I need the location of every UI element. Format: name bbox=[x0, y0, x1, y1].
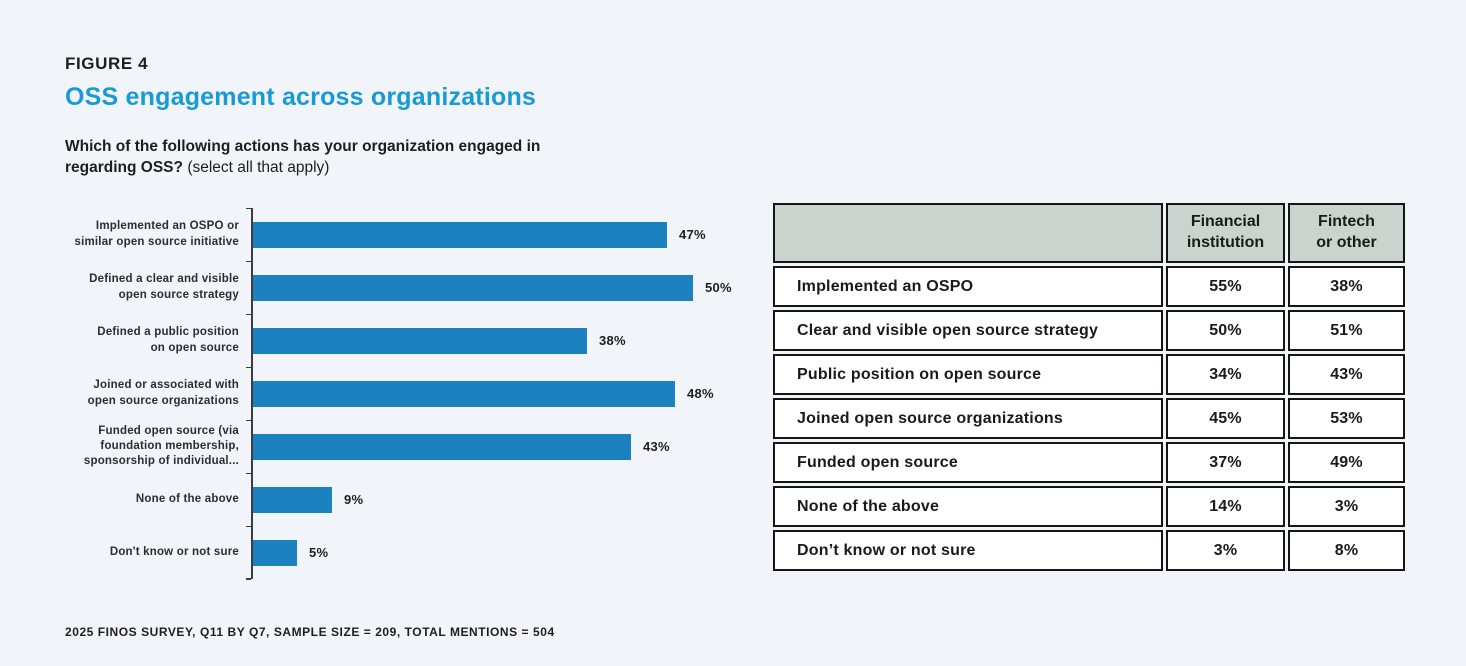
chart-bar-cell: 47% bbox=[246, 207, 765, 261]
table-cell-value: 49% bbox=[1288, 442, 1405, 483]
segment-comparison-table: Financial institution Fintech or other Im… bbox=[770, 200, 1408, 574]
chart-bar-cell: 5% bbox=[246, 525, 765, 580]
chart-bar bbox=[253, 221, 667, 248]
table-row-label: Don’t know or not sure bbox=[773, 530, 1163, 571]
chart-value-label: 38% bbox=[599, 333, 626, 348]
chart-bar bbox=[253, 486, 332, 513]
table-row-label: Funded open source bbox=[773, 442, 1163, 483]
table-column-header: Fintech or other bbox=[1288, 203, 1405, 263]
table-cell-value: 3% bbox=[1166, 530, 1285, 571]
table-cell-value: 50% bbox=[1166, 310, 1285, 351]
chart-value-label: 47% bbox=[679, 227, 706, 242]
chart-value-label: 5% bbox=[309, 545, 329, 560]
table-cell-value: 53% bbox=[1288, 398, 1405, 439]
chart-row: Implemented an OSPO or similar open sour… bbox=[65, 207, 765, 261]
table-column-header: Financial institution bbox=[1166, 203, 1285, 263]
chart-category-label: None of the above bbox=[135, 492, 239, 505]
chart-bar bbox=[253, 433, 631, 460]
table-row: Implemented an OSPO 55% 38% bbox=[773, 266, 1405, 307]
chart-category-label: Funded open source (via foundation membe… bbox=[83, 424, 239, 468]
chart-bar-cell: 48% bbox=[246, 366, 765, 420]
table-cell-value: 37% bbox=[1166, 442, 1285, 483]
table-cell-value: 51% bbox=[1288, 310, 1405, 351]
chart-row: Defined a public position on open source… bbox=[65, 313, 765, 367]
table-cell-value: 3% bbox=[1288, 486, 1405, 527]
chart-category-label: Don't know or not sure bbox=[109, 545, 239, 558]
survey-question-note: (select all that apply) bbox=[187, 159, 330, 177]
table-cell-value: 43% bbox=[1288, 354, 1405, 395]
table-cell-value: 38% bbox=[1288, 266, 1405, 307]
chart-row: None of the above 9% bbox=[65, 472, 765, 526]
chart-bar-cell: 50% bbox=[246, 260, 765, 314]
table-cell-value: 45% bbox=[1166, 398, 1285, 439]
chart-row: Funded open source (via foundation membe… bbox=[65, 419, 765, 473]
source-footnote: 2025 FINOS SURVEY, Q11 BY Q7, SAMPLE SIZ… bbox=[65, 625, 555, 639]
table-row-label: Joined open source organizations bbox=[773, 398, 1163, 439]
table-cell-value: 14% bbox=[1166, 486, 1285, 527]
table-row-label: Implemented an OSPO bbox=[773, 266, 1163, 307]
figure-label: FIGURE 4 bbox=[65, 54, 149, 73]
chart-category-label: Defined a clear and visible open source … bbox=[89, 273, 239, 301]
table-corner-cell bbox=[773, 203, 1163, 263]
table-cell-value: 8% bbox=[1288, 530, 1405, 571]
table-row: None of the above 14% 3% bbox=[773, 486, 1405, 527]
chart-bar bbox=[253, 539, 297, 566]
chart-value-label: 48% bbox=[687, 386, 714, 401]
table-header-row: Financial institution Fintech or other bbox=[773, 203, 1405, 263]
table-row-label: Public position on open source bbox=[773, 354, 1163, 395]
chart-row: Defined a clear and visible open source … bbox=[65, 260, 765, 314]
survey-question-text: Which of the following actions has your … bbox=[65, 138, 541, 177]
figure-header: FIGURE 4 OSS engagement across organizat… bbox=[65, 54, 613, 179]
chart-category-label: Implemented an OSPO or similar open sour… bbox=[74, 220, 239, 248]
table-row: Funded open source 37% 49% bbox=[773, 442, 1405, 483]
chart-category-label: Defined a public position on open source bbox=[97, 326, 239, 354]
table-row-label: Clear and visible open source strategy bbox=[773, 310, 1163, 351]
table-row-label: None of the above bbox=[773, 486, 1163, 527]
chart-bar bbox=[253, 274, 693, 301]
oss-engagement-bar-chart: Implemented an OSPO or similar open sour… bbox=[65, 207, 765, 580]
table-cell-value: 34% bbox=[1166, 354, 1285, 395]
chart-row: Don't know or not sure 5% bbox=[65, 525, 765, 580]
table-cell-value: 55% bbox=[1166, 266, 1285, 307]
table-row: Don’t know or not sure 3% 8% bbox=[773, 530, 1405, 571]
chart-bar-cell: 9% bbox=[246, 472, 765, 526]
chart-bar-cell: 38% bbox=[246, 313, 765, 367]
chart-value-label: 43% bbox=[643, 439, 670, 454]
chart-category-label: Joined or associated with open source or… bbox=[87, 379, 239, 407]
chart-value-label: 50% bbox=[705, 280, 732, 295]
table-row: Public position on open source 34% 43% bbox=[773, 354, 1405, 395]
chart-row: Joined or associated with open source or… bbox=[65, 366, 765, 420]
chart-bar-cell: 43% bbox=[246, 419, 765, 473]
figure-title: OSS engagement across organizations bbox=[65, 83, 537, 111]
chart-value-label: 9% bbox=[344, 492, 364, 507]
chart-bar bbox=[253, 380, 675, 407]
table-row: Clear and visible open source strategy 50… bbox=[773, 310, 1405, 351]
survey-question: Which of the following actions has your … bbox=[65, 136, 613, 179]
table-row: Joined open source organizations 45% 53% bbox=[773, 398, 1405, 439]
chart-bar bbox=[253, 327, 587, 354]
